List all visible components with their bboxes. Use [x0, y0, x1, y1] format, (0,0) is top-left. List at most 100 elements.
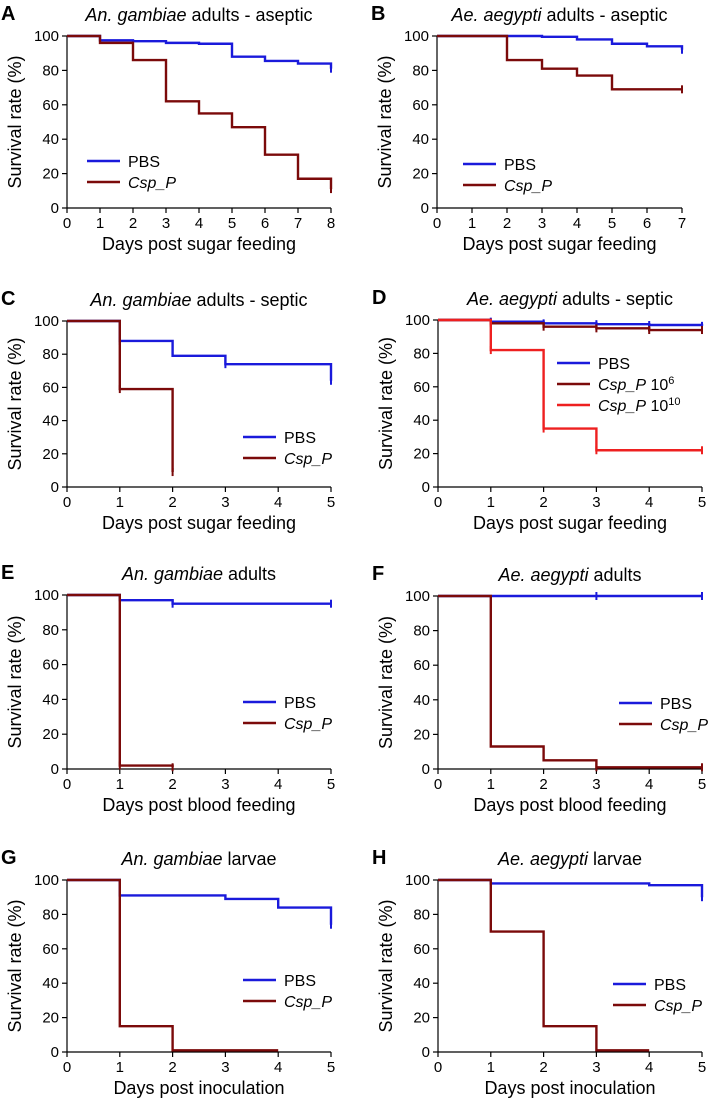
- x-tick-label: 6: [643, 215, 651, 232]
- x-tick-label: 4: [274, 494, 282, 511]
- panel-title-stage: larvae: [588, 849, 642, 869]
- x-tick-label: 6: [261, 215, 269, 232]
- x-axis-label: Days post inoculation: [484, 1078, 655, 1098]
- x-tick-label: 1: [487, 776, 495, 793]
- panel-title-species: Ae. aegypti: [497, 849, 589, 869]
- x-tick-label: 3: [221, 494, 229, 511]
- y-tick-label: 0: [51, 479, 59, 496]
- legend-label: PBS: [654, 977, 686, 994]
- y-tick-label: 20: [42, 726, 59, 743]
- series-line-csp-p: [67, 878, 279, 1052]
- y-tick-label: 20: [413, 1010, 430, 1027]
- x-axis-label: Days post inoculation: [113, 1078, 284, 1098]
- legend-label: Csp_P: [504, 178, 552, 195]
- y-axis-label: Survival rate (%): [375, 55, 395, 188]
- y-tick-label: 80: [42, 906, 59, 923]
- x-tick-label: 8: [327, 215, 335, 232]
- legend: PBS Csp_P: [613, 977, 702, 1015]
- y-tick-label: 40: [42, 413, 59, 430]
- y-tick-label: 0: [51, 200, 59, 217]
- y-tick-label: 20: [412, 166, 429, 183]
- legend-label-name: Csp_P: [284, 716, 332, 733]
- legend-label: Csp_P: [654, 998, 702, 1015]
- y-tick-label: 40: [42, 975, 59, 992]
- panel-title-species: Ae. aegypti: [497, 565, 589, 585]
- legend-label-dose: 10: [646, 398, 668, 415]
- panel-d: D Ae. aegypti adults - septic 0 1 2 3 4 5 0 20 40 6…: [372, 287, 706, 533]
- y-tick-label: 100: [405, 312, 430, 329]
- panel-title-stage: adults: [589, 565, 642, 585]
- x-tick-label: 0: [63, 776, 71, 793]
- panel-title: An. gambiae larvae: [120, 849, 276, 869]
- panel-title-stage: adults - aseptic: [187, 5, 313, 25]
- x-tick-label: 4: [195, 215, 203, 232]
- x-tick-label: 3: [592, 494, 600, 511]
- series-line-csp-p: [67, 34, 333, 190]
- x-tick-label: 1: [487, 1059, 495, 1076]
- y-tick-label: 0: [422, 1044, 430, 1061]
- y-tick-label: 40: [412, 131, 429, 148]
- panel-title-stage: larvae: [223, 849, 277, 869]
- x-tick-label: 5: [698, 494, 706, 511]
- x-axis-label: Days post blood feeding: [102, 795, 295, 815]
- x-tick-label: 3: [538, 215, 546, 232]
- panel-title-species: Ae. aegypti: [450, 5, 542, 25]
- y-tick-label: 80: [42, 622, 59, 639]
- legend-label-name: Csp_P: [128, 175, 176, 192]
- legend-label-exponent: 10: [668, 396, 680, 408]
- x-tick-label: 4: [274, 1059, 282, 1076]
- panel-title: An. gambiae adults: [121, 564, 276, 584]
- series-line-pbs: [67, 593, 331, 605]
- x-tick-label: 4: [645, 494, 653, 511]
- y-axis-label: Survival rate (%): [376, 899, 396, 1032]
- y-axis-label: Survival rate (%): [376, 616, 396, 749]
- legend-label-dose: 10: [646, 377, 668, 394]
- y-tick-label: 100: [34, 587, 59, 604]
- x-tick-label: 5: [327, 494, 335, 511]
- legend-label: Csp_P: [128, 175, 176, 192]
- panel-title-species: An. gambiae: [121, 564, 223, 584]
- series-line-pbs: [67, 319, 333, 381]
- y-tick-label: 60: [413, 941, 430, 958]
- x-tick-label: 3: [592, 776, 600, 793]
- y-tick-label: 80: [413, 345, 430, 362]
- y-tick-label: 100: [34, 28, 59, 45]
- x-axis-label: Days post blood feeding: [473, 795, 666, 815]
- panel-title: Ae. aegypti larvae: [497, 849, 642, 869]
- panel-e: E An. gambiae adults 0 1 2 3 4 5 0 20 40 60 80 100 Day…: [1, 562, 335, 815]
- legend-label: PBS: [128, 154, 160, 171]
- x-axis-label: Days post sugar feeding: [102, 234, 296, 254]
- y-tick-label: 0: [51, 1044, 59, 1061]
- panel-title-species: An. gambiae: [89, 290, 191, 310]
- legend-label: Csp_P 106: [598, 375, 674, 394]
- x-tick-label: 2: [503, 215, 511, 232]
- y-tick-label: 100: [34, 872, 59, 889]
- y-tick-label: 40: [413, 692, 430, 709]
- y-tick-label: 20: [42, 446, 59, 463]
- x-tick-label: 1: [116, 494, 124, 511]
- y-tick-label: 40: [42, 131, 59, 148]
- x-tick-label: 5: [698, 1059, 706, 1076]
- y-axis-label: Survival rate (%): [5, 55, 25, 188]
- panel-letter: H: [372, 847, 386, 869]
- legend-label: Csp_P: [284, 451, 332, 468]
- x-tick-label: 0: [434, 494, 442, 511]
- x-tick-label: 5: [327, 776, 335, 793]
- x-tick-label: 5: [698, 776, 706, 793]
- panel-title-species: An. gambiae: [84, 5, 186, 25]
- x-axis-label: Days post sugar feeding: [462, 234, 656, 254]
- x-tick-label: 0: [63, 215, 71, 232]
- y-tick-label: 40: [413, 975, 430, 992]
- y-tick-label: 100: [34, 313, 59, 330]
- x-tick-label: 4: [645, 776, 653, 793]
- legend-label: PBS: [284, 973, 316, 990]
- series-line-csp-p: [67, 593, 174, 768]
- legend: PBS Csp_P: [243, 430, 332, 468]
- x-tick-label: 1: [487, 494, 495, 511]
- y-tick-label: 0: [421, 200, 429, 217]
- panel-letter: A: [1, 3, 15, 25]
- panel-letter: E: [1, 562, 14, 584]
- legend-label-name: Csp_P: [598, 398, 646, 415]
- y-tick-label: 40: [413, 412, 430, 429]
- y-tick-label: 80: [42, 62, 59, 79]
